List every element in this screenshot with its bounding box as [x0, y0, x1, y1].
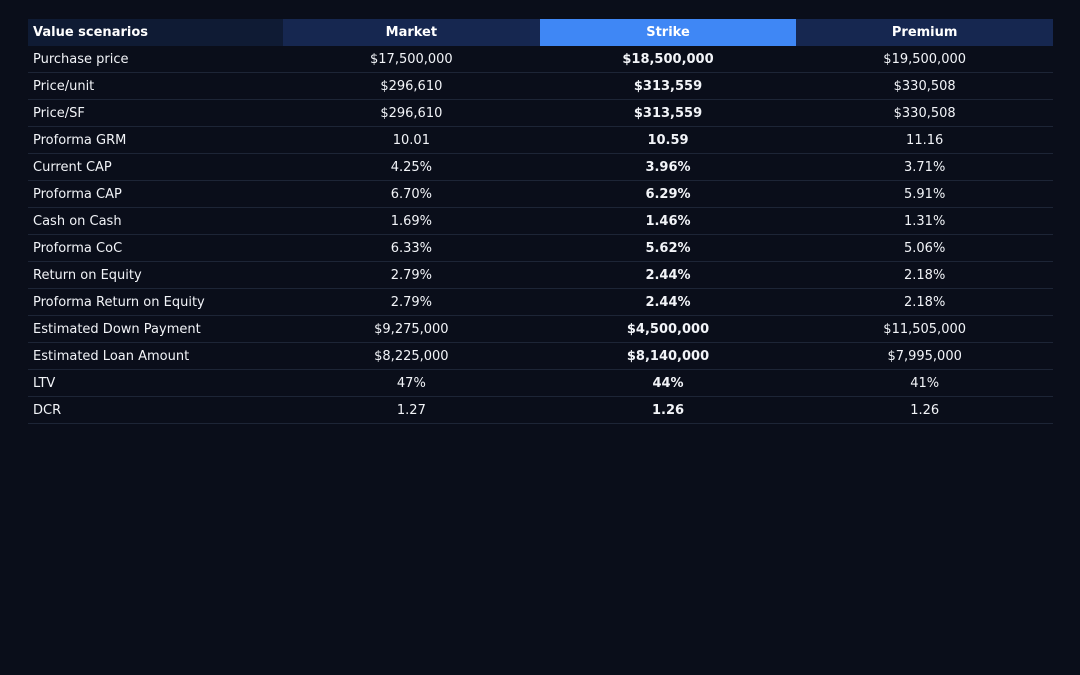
premium-value-cell: $330,508	[796, 72, 1053, 100]
value-scenarios-table: Value scenarios Market Strike Premium Pu…	[28, 19, 1053, 424]
market-value-cell: $296,610	[283, 72, 540, 100]
premium-value-cell: 1.31%	[796, 207, 1053, 235]
table-row: Price/SF $296,610 $313,559 $330,508	[28, 99, 1053, 127]
premium-value-cell: 3.71%	[796, 153, 1053, 181]
table-row: LTV 47% 44% 41%	[28, 369, 1053, 397]
row-label: Price/unit	[28, 72, 284, 100]
strike-value-cell: 44%	[539, 369, 797, 397]
market-value-cell: 2.79%	[283, 261, 540, 289]
premium-value-cell: 1.26	[796, 396, 1053, 424]
premium-value-cell: 2.18%	[796, 288, 1053, 316]
strike-value-cell: 6.29%	[539, 180, 797, 208]
market-value-cell: 2.79%	[283, 288, 540, 316]
table-row: Estimated Down Payment $9,275,000 $4,500,0…	[28, 315, 1053, 343]
market-value-cell: 1.69%	[283, 207, 540, 235]
market-value-cell: $296,610	[283, 99, 540, 127]
table-row: Return on Equity 2.79% 2.44% 2.18%	[28, 261, 1053, 289]
row-label: Proforma CAP	[28, 180, 284, 208]
premium-value-cell: 2.18%	[796, 261, 1053, 289]
market-value-cell: 47%	[283, 369, 540, 397]
row-label: Proforma Return on Equity	[28, 288, 284, 316]
table-row: Current CAP 4.25% 3.96% 3.71%	[28, 153, 1053, 181]
header-premium[interactable]: Premium	[796, 19, 1053, 46]
premium-value-cell: 5.06%	[796, 234, 1053, 262]
table-body: Purchase price $17,500,000 $18,500,000 $19,…	[28, 46, 1053, 424]
market-value-cell: $17,500,000	[283, 46, 540, 73]
table-row: Proforma GRM 10.01 10.59 11.16	[28, 126, 1053, 154]
table-row: DCR 1.27 1.26 1.26	[28, 396, 1053, 424]
strike-value-cell: 5.62%	[539, 234, 797, 262]
premium-value-cell: 41%	[796, 369, 1053, 397]
premium-value-cell: 5.91%	[796, 180, 1053, 208]
value-scenarios-table-container: Value scenarios Market Strike Premium Pu…	[28, 19, 1053, 424]
row-label: Return on Equity	[28, 261, 284, 289]
strike-value-cell: $4,500,000	[539, 315, 797, 343]
row-label: Purchase price	[28, 46, 284, 73]
strike-value-cell: 1.46%	[539, 207, 797, 235]
table-row: Proforma Return on Equity 2.79% 2.44% 2.18%	[28, 288, 1053, 316]
premium-value-cell: $19,500,000	[796, 46, 1053, 73]
strike-value-cell: $313,559	[539, 72, 797, 100]
table-row: Purchase price $17,500,000 $18,500,000 $19,…	[28, 46, 1053, 73]
premium-value-cell: $11,505,000	[796, 315, 1053, 343]
table-row: Proforma CoC 6.33% 5.62% 5.06%	[28, 234, 1053, 262]
market-value-cell: $9,275,000	[283, 315, 540, 343]
strike-value-cell: 3.96%	[539, 153, 797, 181]
market-value-cell: 6.70%	[283, 180, 540, 208]
row-label: Price/SF	[28, 99, 284, 127]
strike-value-cell: 1.26	[539, 396, 797, 424]
row-label: Proforma GRM	[28, 126, 284, 154]
market-value-cell: 1.27	[283, 396, 540, 424]
table-header-row: Value scenarios Market Strike Premium	[28, 19, 1053, 46]
premium-value-cell: $330,508	[796, 99, 1053, 127]
header-strike[interactable]: Strike	[539, 19, 797, 46]
strike-value-cell: $18,500,000	[539, 46, 797, 73]
market-value-cell: $8,225,000	[283, 342, 540, 370]
row-label: Estimated Loan Amount	[28, 342, 284, 370]
strike-value-cell: $313,559	[539, 99, 797, 127]
strike-value-cell: $8,140,000	[539, 342, 797, 370]
header-value-scenarios: Value scenarios	[28, 19, 284, 46]
row-label: LTV	[28, 369, 284, 397]
market-value-cell: 4.25%	[283, 153, 540, 181]
table-row: Price/unit $296,610 $313,559 $330,508	[28, 72, 1053, 100]
table-row: Proforma CAP 6.70% 6.29% 5.91%	[28, 180, 1053, 208]
strike-value-cell: 10.59	[539, 126, 797, 154]
row-label: Cash on Cash	[28, 207, 284, 235]
market-value-cell: 6.33%	[283, 234, 540, 262]
market-value-cell: 10.01	[283, 126, 540, 154]
row-label: Estimated Down Payment	[28, 315, 284, 343]
premium-value-cell: 11.16	[796, 126, 1053, 154]
header-market[interactable]: Market	[283, 19, 540, 46]
table-row: Cash on Cash 1.69% 1.46% 1.31%	[28, 207, 1053, 235]
strike-value-cell: 2.44%	[539, 261, 797, 289]
premium-value-cell: $7,995,000	[796, 342, 1053, 370]
row-label: DCR	[28, 396, 284, 424]
table-row: Estimated Loan Amount $8,225,000 $8,140,00…	[28, 342, 1053, 370]
row-label: Proforma CoC	[28, 234, 284, 262]
row-label: Current CAP	[28, 153, 284, 181]
strike-value-cell: 2.44%	[539, 288, 797, 316]
